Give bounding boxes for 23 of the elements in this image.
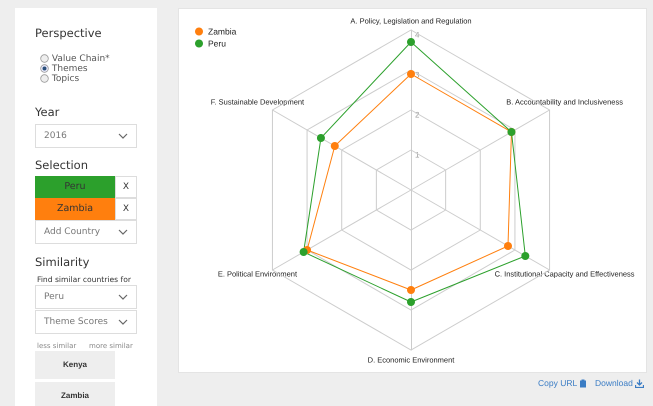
text: X <box>115 198 137 220</box>
text: Value Chain* <box>50 54 110 64</box>
legend-label: Zambia <box>208 26 237 36</box>
text: Peru <box>35 176 115 198</box>
text: Kenya <box>35 351 115 379</box>
text: Selection <box>35 158 88 172</box>
text: Perspective <box>35 26 102 40</box>
text: Add Country <box>35 220 137 244</box>
text: Year <box>35 105 60 119</box>
text: Zambia <box>35 382 115 406</box>
text: Topics <box>50 74 80 84</box>
text: Themes <box>50 64 88 74</box>
text: X <box>115 176 137 198</box>
text: Peru <box>35 285 137 309</box>
text: Download <box>595 378 634 388</box>
text: 2016 <box>35 124 137 148</box>
text: Zambia <box>35 198 115 220</box>
y-tick-label: 1 <box>415 150 420 160</box>
text: Similarity <box>35 255 90 269</box>
text: Theme Scores <box>35 310 137 334</box>
legend-label: Peru <box>208 38 226 48</box>
text: Copy URL <box>538 378 578 388</box>
y-tick-label: 4 <box>415 30 420 40</box>
